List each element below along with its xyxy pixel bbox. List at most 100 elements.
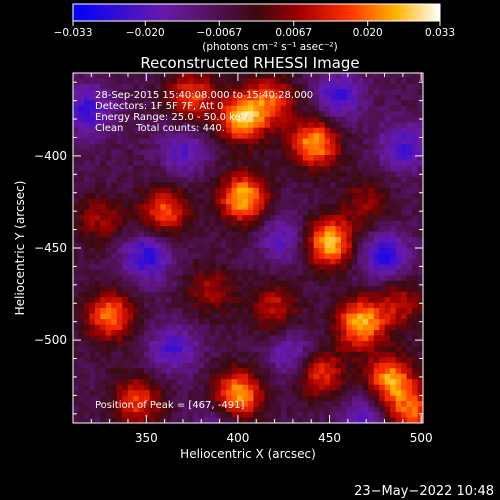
heatmap-cell bbox=[269, 269, 276, 276]
heatmap-cell bbox=[351, 280, 358, 287]
heatmap-cell bbox=[193, 116, 200, 123]
heatmap-cell bbox=[100, 165, 107, 172]
heatmap-cell bbox=[258, 165, 265, 172]
heatmap-cell bbox=[182, 286, 189, 293]
heatmap-cell bbox=[215, 122, 222, 129]
heatmap-cell bbox=[220, 231, 227, 238]
heatmap-cell bbox=[78, 226, 85, 232]
heatmap-cell bbox=[100, 176, 107, 183]
heatmap-cell bbox=[94, 330, 101, 336]
heatmap-cell bbox=[297, 308, 304, 315]
heatmap-cell bbox=[122, 412, 129, 418]
heatmap-cell bbox=[275, 401, 282, 407]
heatmap-cell bbox=[165, 83, 172, 90]
heatmap-cell bbox=[209, 209, 216, 216]
heatmap-cell bbox=[291, 94, 298, 101]
heatmap-cell bbox=[286, 231, 293, 238]
heatmap-cell bbox=[324, 330, 331, 336]
heatmap-cell bbox=[291, 412, 298, 418]
heatmap-cell bbox=[209, 335, 216, 342]
heatmap-cell bbox=[116, 171, 123, 178]
heatmap-cell bbox=[324, 122, 331, 129]
heatmap-cell bbox=[242, 275, 249, 282]
heatmap-cell bbox=[176, 286, 183, 293]
heatmap-cell bbox=[291, 149, 298, 156]
heatmap-cell bbox=[308, 330, 315, 336]
heatmap-cell bbox=[379, 182, 386, 189]
heatmap-cell bbox=[193, 242, 200, 249]
heatmap-cell bbox=[182, 390, 189, 397]
heatmap-cell bbox=[280, 209, 287, 216]
heatmap-cell bbox=[242, 373, 249, 380]
heatmap-cell bbox=[417, 100, 423, 107]
heatmap-cell bbox=[215, 73, 222, 79]
heatmap-cell bbox=[313, 160, 320, 167]
heatmap-cell bbox=[204, 379, 211, 386]
heatmap-cell bbox=[379, 406, 386, 413]
heatmap-cell bbox=[248, 122, 254, 129]
heatmap-cell bbox=[187, 324, 194, 331]
heatmap-cell bbox=[116, 395, 123, 402]
heatmap-cell bbox=[395, 275, 402, 282]
heatmap-cell bbox=[253, 286, 260, 293]
heatmap-cell bbox=[412, 406, 418, 413]
heatmap-cell bbox=[291, 269, 298, 276]
heatmap-cell bbox=[138, 308, 145, 315]
heatmap-cell bbox=[165, 155, 172, 161]
heatmap-cell bbox=[176, 248, 183, 254]
heatmap-cell bbox=[346, 362, 353, 369]
heatmap-cell bbox=[242, 248, 249, 254]
heatmap-cell bbox=[89, 83, 96, 90]
heatmap-cell bbox=[330, 319, 336, 325]
heatmap-cell bbox=[237, 226, 243, 232]
heatmap-cell bbox=[346, 395, 353, 402]
heatmap-cell bbox=[264, 165, 271, 172]
heatmap-cell bbox=[362, 171, 369, 178]
heatmap-cell bbox=[291, 330, 298, 336]
heatmap-cell bbox=[319, 412, 325, 418]
heatmap-cell bbox=[78, 187, 85, 194]
heatmap-cell bbox=[149, 401, 156, 407]
heatmap-cell bbox=[226, 335, 232, 342]
heatmap-cell bbox=[155, 269, 161, 276]
heatmap-cell bbox=[209, 138, 216, 145]
heatmap-cell bbox=[231, 258, 238, 265]
heatmap-cell bbox=[83, 291, 90, 298]
heatmap-cell bbox=[144, 78, 150, 85]
heatmap-cell bbox=[258, 193, 265, 200]
heatmap-cell bbox=[346, 248, 353, 254]
heatmap-cell bbox=[258, 73, 265, 79]
heatmap-cell bbox=[324, 89, 331, 96]
heatmap-cell bbox=[275, 253, 282, 260]
heatmap-cell bbox=[335, 330, 342, 336]
heatmap-cell bbox=[248, 144, 254, 150]
heatmap-cell bbox=[122, 116, 129, 123]
heatmap-cell bbox=[116, 187, 123, 194]
heatmap-cell bbox=[280, 100, 287, 107]
heatmap-cell bbox=[269, 204, 276, 211]
heatmap-cell bbox=[193, 204, 200, 211]
heatmap-cell bbox=[346, 73, 353, 79]
heatmap-cell bbox=[384, 231, 391, 238]
heatmap-cell bbox=[242, 171, 249, 178]
heatmap-cell bbox=[231, 116, 238, 123]
heatmap-cell bbox=[406, 258, 413, 265]
heatmap-cell bbox=[144, 111, 150, 118]
heatmap-cell bbox=[362, 155, 369, 161]
heatmap-cell bbox=[182, 165, 189, 172]
heatmap-cell bbox=[111, 220, 118, 227]
heatmap-cell bbox=[127, 395, 134, 402]
heatmap-cell bbox=[155, 105, 161, 112]
heatmap-cell bbox=[116, 176, 123, 183]
heatmap-cell bbox=[335, 100, 342, 107]
heatmap-cell bbox=[264, 351, 271, 358]
heatmap-cell bbox=[187, 253, 194, 260]
heatmap-cell bbox=[122, 138, 129, 145]
heatmap-cell bbox=[357, 373, 364, 380]
heatmap-cell bbox=[149, 417, 156, 423]
heatmap-cell bbox=[226, 89, 232, 96]
heatmap-cell bbox=[269, 308, 276, 315]
heatmap-cell bbox=[94, 83, 101, 90]
heatmap-cell bbox=[406, 335, 413, 342]
heatmap-cell bbox=[302, 242, 309, 249]
